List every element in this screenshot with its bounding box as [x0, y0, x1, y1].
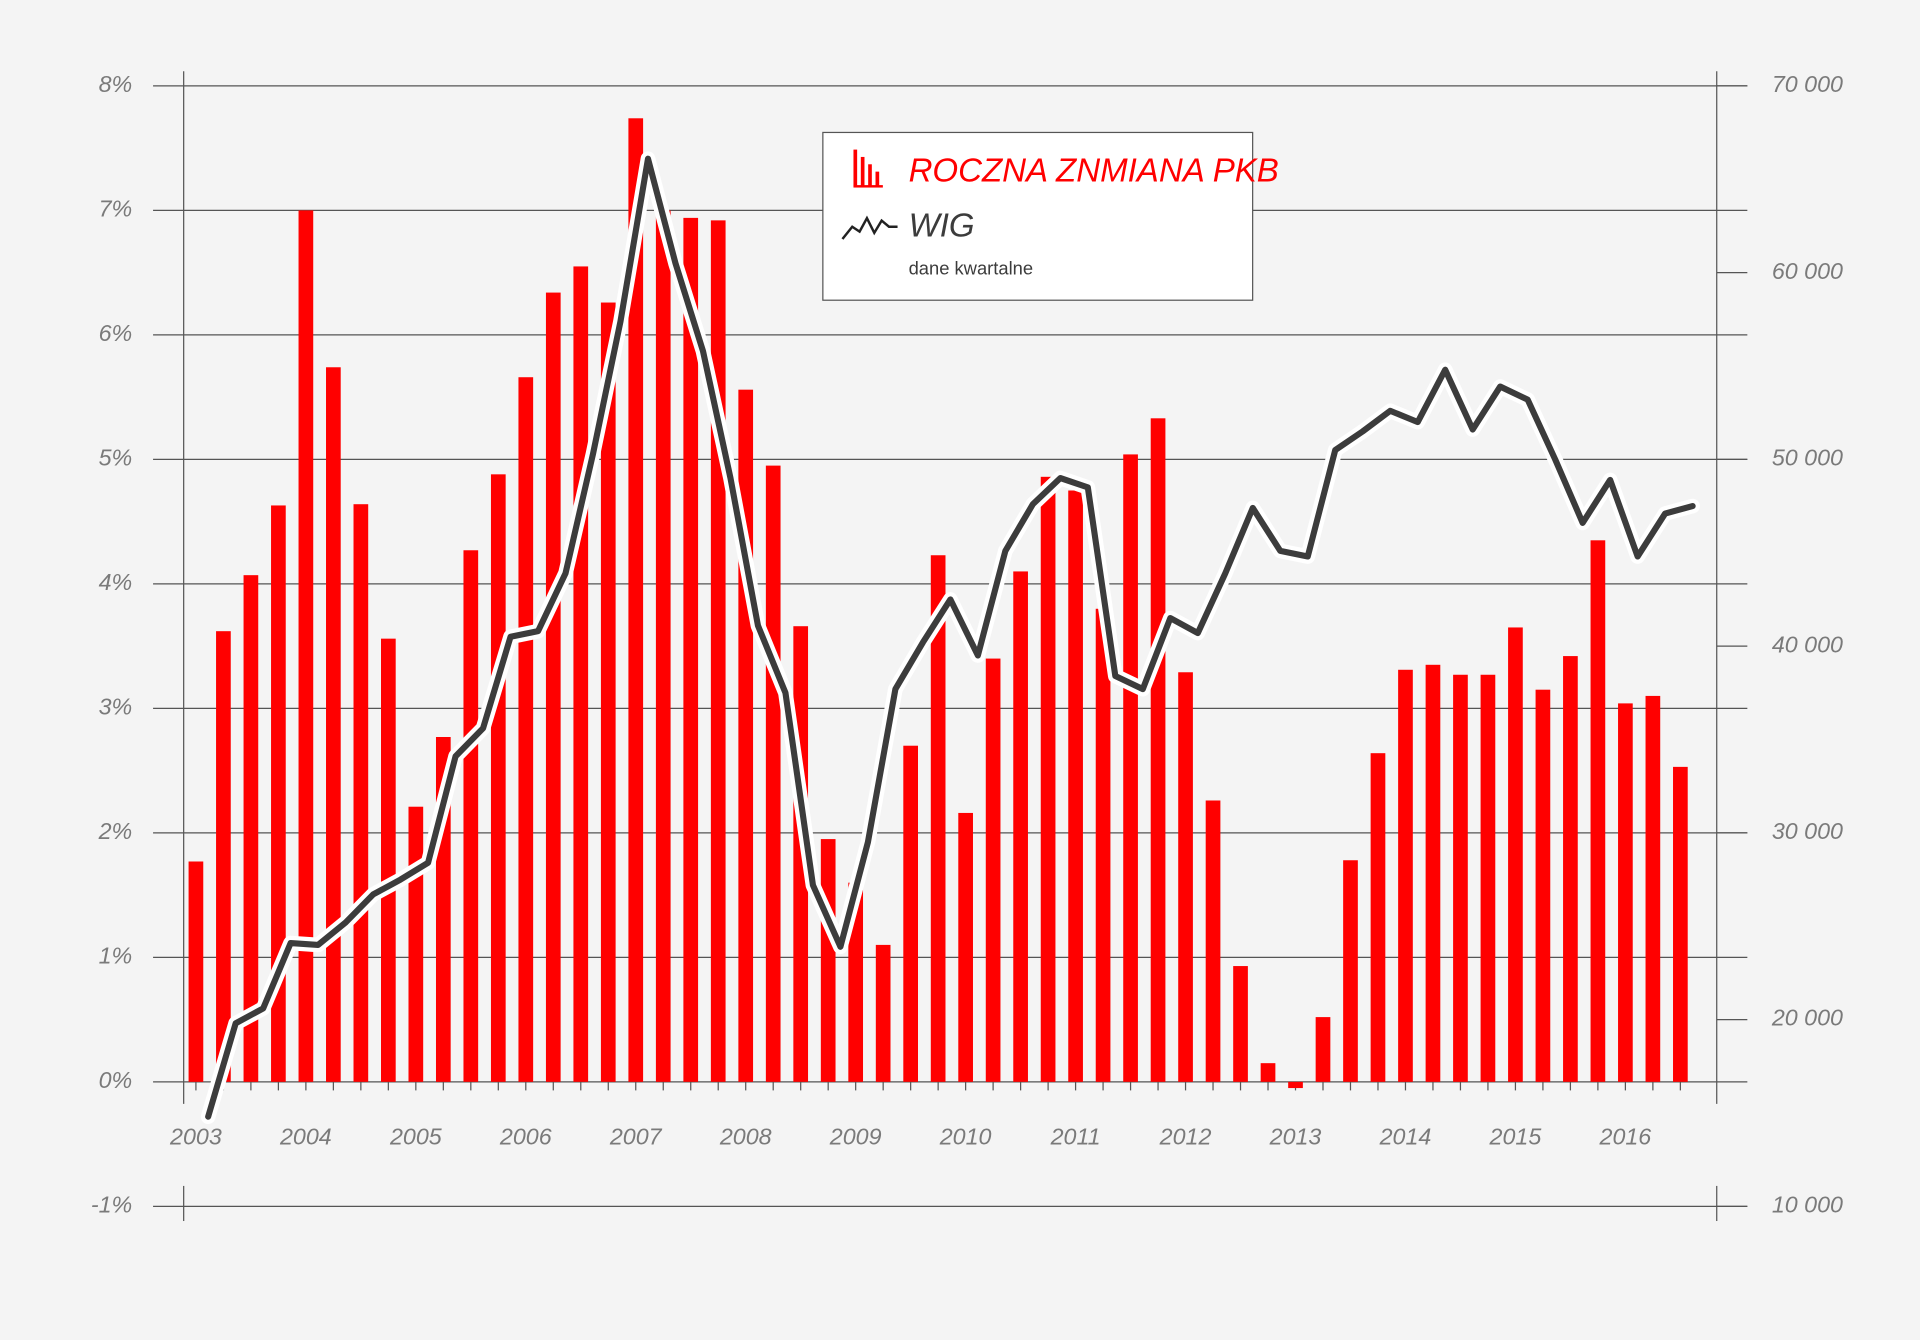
bar	[820, 839, 836, 1082]
bar	[1150, 418, 1166, 1082]
x-tick-label: 2005	[389, 1123, 442, 1149]
y-tick-label: 3%	[99, 694, 133, 720]
y2-tick-label: 70 000	[1772, 71, 1843, 97]
bar	[848, 882, 864, 1082]
x-tick-label: 2012	[1159, 1123, 1212, 1149]
bar	[1068, 490, 1083, 1082]
x-tick-label: 2010	[939, 1123, 992, 1149]
bar	[1233, 966, 1248, 1082]
bar	[381, 638, 396, 1082]
bar	[1590, 540, 1606, 1082]
bar	[188, 861, 204, 1082]
y-tick-label: 6%	[99, 320, 133, 346]
bar	[875, 944, 891, 1082]
x-tick-label: 2004	[279, 1123, 332, 1149]
bar	[271, 505, 286, 1082]
y-tick-label: 1%	[99, 942, 133, 968]
y2-tick-label: 10 000	[1772, 1191, 1843, 1217]
y2-tick-label: 40 000	[1772, 631, 1843, 657]
bar	[710, 220, 726, 1082]
y-tick-label: 0%	[99, 1067, 133, 1093]
bar	[298, 210, 314, 1082]
bar	[408, 806, 424, 1082]
legend-label: ROCZNA ZNMIANA PKB	[909, 153, 1279, 190]
legend: ROCZNA ZNMIANA PKB WIG dane kwartalne	[822, 131, 1279, 301]
bar	[1480, 674, 1496, 1082]
bar	[1535, 689, 1551, 1082]
bar	[1013, 571, 1028, 1082]
legend-note: dane kwartalne	[909, 257, 1034, 278]
y-tick-label: 2%	[98, 818, 133, 844]
bar	[1095, 608, 1111, 1082]
x-tick-label: 2014	[1379, 1123, 1432, 1149]
x-tick-label: 2006	[499, 1123, 552, 1149]
y-tick-label: 7%	[99, 196, 133, 222]
bar	[216, 631, 231, 1082]
legend-bar-icon	[853, 149, 883, 188]
bar	[1123, 454, 1138, 1082]
x-tick-label: 2011	[1050, 1123, 1101, 1149]
bar	[1618, 703, 1633, 1082]
bar	[518, 377, 534, 1082]
bar	[1315, 1017, 1331, 1082]
bar	[545, 292, 561, 1082]
bar	[655, 210, 671, 1082]
bar	[1645, 695, 1661, 1082]
x-tick-label: 2016	[1599, 1123, 1652, 1149]
bar	[1205, 800, 1221, 1082]
bar	[930, 555, 946, 1082]
bar	[958, 812, 973, 1082]
y-tick-label: -1%	[91, 1191, 132, 1217]
legend-label: WIG	[909, 208, 975, 245]
bar	[985, 658, 1001, 1082]
bar	[628, 118, 644, 1082]
x-tick-label: 2013	[1269, 1123, 1322, 1149]
bar	[490, 474, 506, 1082]
y-tick-label: 5%	[99, 445, 133, 471]
bar	[683, 217, 699, 1082]
x-tick-label: 2007	[609, 1123, 663, 1149]
bar	[600, 302, 616, 1082]
bars	[188, 118, 1688, 1089]
bar	[326, 367, 341, 1082]
legend-line-icon	[841, 215, 898, 240]
bar	[1178, 672, 1193, 1082]
bar	[903, 745, 918, 1082]
bar	[1288, 1081, 1303, 1089]
bar	[765, 465, 781, 1082]
x-tick-label: 2008	[719, 1123, 772, 1149]
y2-tick-label: 20 000	[1771, 1005, 1843, 1031]
bar	[1673, 766, 1688, 1082]
bar	[1343, 860, 1358, 1082]
bar	[1563, 656, 1578, 1082]
y2-tick-label: 60 000	[1772, 258, 1843, 284]
x-tick-label: 2009	[829, 1123, 882, 1149]
bar	[353, 504, 369, 1082]
y-tick-label: 4%	[99, 569, 133, 595]
lines	[200, 151, 1700, 1125]
y2-tick-label: 50 000	[1772, 445, 1843, 471]
bar	[1370, 753, 1386, 1082]
x-tick-label: 2015	[1489, 1123, 1542, 1149]
y2-tick-label: 30 000	[1772, 818, 1843, 844]
bar	[1453, 674, 1468, 1082]
bar	[1425, 664, 1441, 1082]
line	[205, 155, 1696, 1120]
x-tick-label: 2003	[169, 1123, 222, 1149]
legend-box	[822, 131, 1254, 301]
bar	[243, 575, 259, 1082]
y-tick-label: 8%	[99, 71, 133, 97]
bar	[1260, 1063, 1276, 1082]
bar	[573, 266, 589, 1082]
bar	[1508, 627, 1523, 1082]
bar	[1398, 669, 1413, 1082]
bar	[1040, 476, 1056, 1082]
bar	[463, 550, 479, 1082]
